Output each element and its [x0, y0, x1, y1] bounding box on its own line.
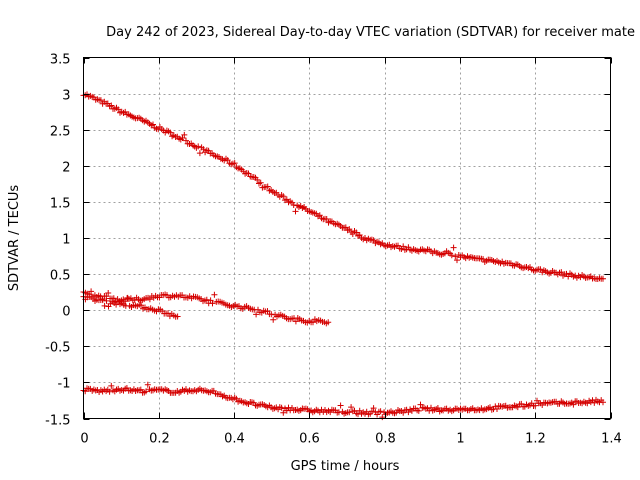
data-point: [316, 212, 323, 219]
series-3: [80, 381, 606, 421]
data-point: [570, 401, 577, 408]
data-point: [278, 404, 285, 411]
data-point: [122, 298, 129, 305]
series-2: [80, 293, 181, 320]
data-point: [181, 131, 188, 138]
data-point: [368, 408, 375, 415]
data-point: [323, 216, 330, 222]
data-point: [379, 414, 386, 421]
x-tick-label: 1: [456, 432, 464, 447]
data-point: [137, 386, 144, 393]
data-point: [494, 406, 500, 412]
y-axis-label: SDTVAR / TECUs: [7, 185, 22, 292]
data-point: [224, 157, 231, 164]
data-point: [417, 401, 424, 408]
y-tick-label: -1.5: [45, 414, 70, 429]
series-0: [80, 91, 606, 282]
data-point: [280, 193, 287, 200]
data-point: [264, 183, 271, 190]
y-tick-label: 3.5: [50, 53, 71, 68]
data-point: [103, 297, 110, 304]
data-point: [400, 243, 407, 250]
data-point: [280, 409, 287, 416]
data-point: [97, 97, 104, 104]
data-point: [179, 135, 186, 141]
data-point: [434, 405, 441, 411]
data-point: [211, 291, 218, 298]
data-point: [146, 296, 153, 303]
y-tick-label: 1: [62, 233, 70, 248]
data-point: [558, 269, 565, 276]
data-point: [257, 179, 264, 186]
data-point: [292, 318, 299, 325]
data-point: [183, 137, 189, 144]
data-point: [270, 316, 277, 323]
data-point: [452, 253, 459, 260]
data-point: [196, 150, 203, 157]
x-tick-label: 0.6: [299, 432, 320, 447]
y-tick-label: 2: [62, 161, 70, 176]
data-point: [209, 300, 216, 307]
data-point: [292, 208, 299, 215]
data-point: [532, 402, 539, 409]
data-point: [174, 313, 181, 320]
data-point: [348, 404, 355, 411]
data-point: [253, 311, 260, 318]
data-point: [200, 146, 207, 153]
data-point: [115, 106, 122, 113]
data-points-layer: [80, 91, 606, 421]
data-point: [565, 273, 572, 280]
data-point: [353, 229, 360, 236]
y-tick-label: -0.5: [45, 341, 70, 356]
data-point: [346, 409, 353, 416]
data-point: [448, 252, 455, 259]
data-point: [143, 388, 149, 395]
data-point: [108, 382, 115, 389]
y-tick-label: -1: [58, 377, 71, 392]
data-point: [310, 319, 316, 326]
y-tick-label: 2.5: [50, 125, 71, 140]
data-point: [325, 319, 332, 326]
data-point: [88, 288, 95, 295]
x-tick-label: 0.8: [375, 432, 396, 447]
y-tick-label: 1.5: [50, 197, 71, 212]
data-point: [370, 405, 377, 412]
data-point: [138, 302, 145, 309]
data-point: [144, 381, 151, 388]
axis-ticks-layer: -1.5 -1 -0.5 0 0.5 1 1.5 2 2.5 3 3.5 0 0.2 0.4 0.6 0.8 1…: [45, 53, 622, 447]
y-tick-label: 0.5: [50, 269, 71, 284]
x-tick-label: 0: [80, 432, 88, 447]
data-point: [167, 129, 174, 136]
data-point: [415, 407, 422, 414]
data-point: [124, 294, 131, 301]
x-tick-label: 0.2: [149, 432, 170, 447]
data-point: [600, 275, 606, 282]
data-point: [108, 102, 115, 109]
x-axis-label: GPS time / hours: [291, 459, 400, 474]
chart-title: Day 242 of 2023, Sidereal Day-to-day VTE…: [106, 25, 635, 40]
data-point: [377, 408, 384, 415]
plot-frame: [83, 57, 611, 419]
x-tick-label: 1.2: [525, 432, 546, 447]
data-point: [450, 244, 457, 251]
data-point: [254, 176, 261, 183]
data-point: [203, 296, 210, 303]
data-point: [150, 121, 156, 128]
x-tick-label: 1.4: [601, 432, 622, 447]
data-point: [99, 297, 106, 304]
data-point: [195, 143, 202, 150]
data-point: [231, 160, 238, 167]
data-point: [105, 290, 112, 296]
x-tick-label: 0.4: [224, 432, 245, 447]
series-1: [80, 288, 332, 327]
data-point: [106, 388, 113, 395]
y-tick-label: 3: [62, 89, 70, 104]
grid-layer: [83, 57, 611, 419]
data-point: [454, 257, 460, 264]
data-point: [101, 302, 108, 309]
data-point: [337, 402, 344, 409]
data-point: [600, 399, 606, 406]
y-tick-label: 0: [62, 305, 70, 320]
